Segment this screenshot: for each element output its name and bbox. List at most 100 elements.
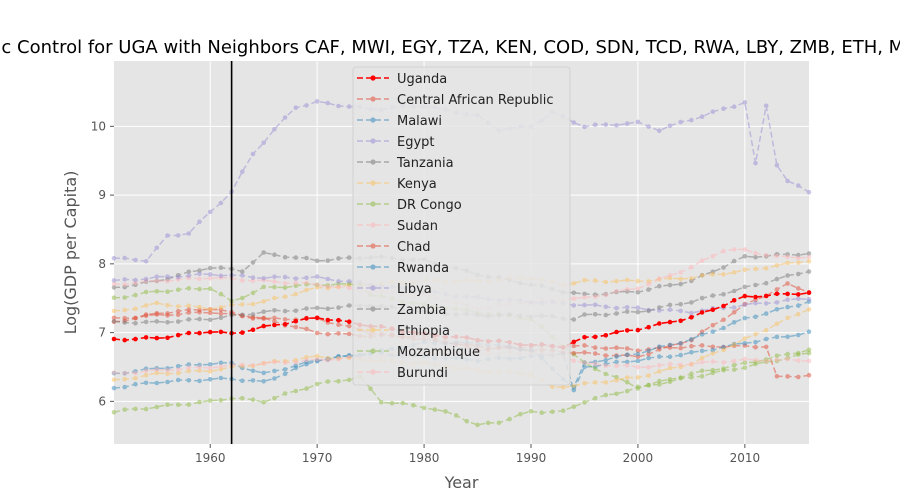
data-point xyxy=(646,351,651,357)
data-point xyxy=(325,100,331,106)
data-point xyxy=(272,359,277,365)
data-point xyxy=(796,303,801,308)
data-point xyxy=(175,274,181,280)
data-point xyxy=(774,291,780,297)
data-point xyxy=(806,372,812,378)
data-point xyxy=(624,328,630,333)
data-point xyxy=(325,258,331,263)
data-point xyxy=(154,370,160,376)
data-point xyxy=(753,357,758,363)
data-point xyxy=(657,305,662,310)
data-point xyxy=(710,329,716,335)
data-point xyxy=(582,302,587,308)
data-point xyxy=(710,293,716,298)
data-point xyxy=(699,310,705,315)
data-point xyxy=(678,376,683,381)
data-point xyxy=(143,319,149,325)
data-point xyxy=(336,305,341,310)
data-point xyxy=(133,321,138,326)
data-point xyxy=(710,253,716,259)
data-point xyxy=(785,291,790,297)
data-point xyxy=(175,402,181,408)
data-point xyxy=(721,325,726,331)
data-point xyxy=(111,295,117,301)
data-point xyxy=(336,317,341,323)
data-point xyxy=(785,374,790,379)
data-point xyxy=(186,368,192,374)
data-point xyxy=(272,252,277,257)
data-point xyxy=(250,301,256,307)
data-point xyxy=(699,368,705,374)
data-point xyxy=(282,308,288,314)
data-point xyxy=(774,287,780,292)
data-point xyxy=(592,395,598,401)
data-point xyxy=(207,377,213,382)
data-point xyxy=(314,282,320,288)
data-point xyxy=(143,368,149,374)
data-point xyxy=(175,367,181,373)
data-point xyxy=(731,342,737,347)
data-point xyxy=(731,247,737,252)
data-point xyxy=(218,291,224,297)
data-point xyxy=(122,277,127,282)
data-point xyxy=(250,275,256,280)
data-point xyxy=(699,355,705,361)
data-point xyxy=(154,300,160,306)
data-point xyxy=(582,381,587,386)
data-point xyxy=(721,360,726,365)
data-point xyxy=(282,115,288,120)
data-point xyxy=(314,274,320,279)
data-point xyxy=(240,312,245,318)
data-point xyxy=(689,300,694,305)
data-point xyxy=(603,279,609,285)
data-point xyxy=(197,364,202,370)
data-point xyxy=(143,406,149,412)
data-point xyxy=(133,370,138,376)
legend-entry-mozambique xyxy=(357,348,389,354)
data-point xyxy=(603,357,609,363)
legend-marker xyxy=(370,117,376,123)
data-point xyxy=(603,380,609,385)
data-point xyxy=(710,109,716,114)
data-point xyxy=(175,319,181,324)
data-point xyxy=(539,410,544,416)
legend-marker xyxy=(370,201,376,207)
legend-entry-ethiopia xyxy=(357,327,389,333)
data-point xyxy=(796,296,801,302)
data-point xyxy=(272,395,277,401)
data-point xyxy=(293,255,299,260)
data-point xyxy=(571,303,577,308)
data-point xyxy=(485,420,491,426)
x-tick-label: 1960 xyxy=(195,451,226,465)
data-point xyxy=(165,371,170,377)
legend-label: Burundi xyxy=(397,366,448,381)
data-point xyxy=(774,300,780,305)
legend-entry-egypt xyxy=(357,138,389,144)
data-point xyxy=(603,371,609,377)
data-point xyxy=(667,379,673,385)
data-point xyxy=(646,348,651,354)
data-point xyxy=(667,282,673,288)
data-point xyxy=(774,253,780,259)
data-point xyxy=(111,377,117,383)
data-point xyxy=(763,336,769,342)
data-point xyxy=(293,318,299,324)
data-point xyxy=(154,367,160,372)
data-point xyxy=(175,304,181,309)
data-point xyxy=(143,259,149,264)
data-point xyxy=(186,330,192,336)
data-point xyxy=(432,407,438,412)
data-point xyxy=(774,276,780,282)
data-point xyxy=(560,408,566,414)
data-point xyxy=(721,347,726,353)
data-point xyxy=(796,292,801,297)
data-point xyxy=(272,368,277,374)
data-point xyxy=(678,276,683,282)
data-point xyxy=(806,347,812,353)
data-point xyxy=(154,289,160,294)
data-point xyxy=(304,386,309,391)
data-point xyxy=(721,303,726,309)
legend-label: Malawi xyxy=(397,114,442,129)
data-point xyxy=(635,327,641,333)
data-point xyxy=(657,276,662,282)
